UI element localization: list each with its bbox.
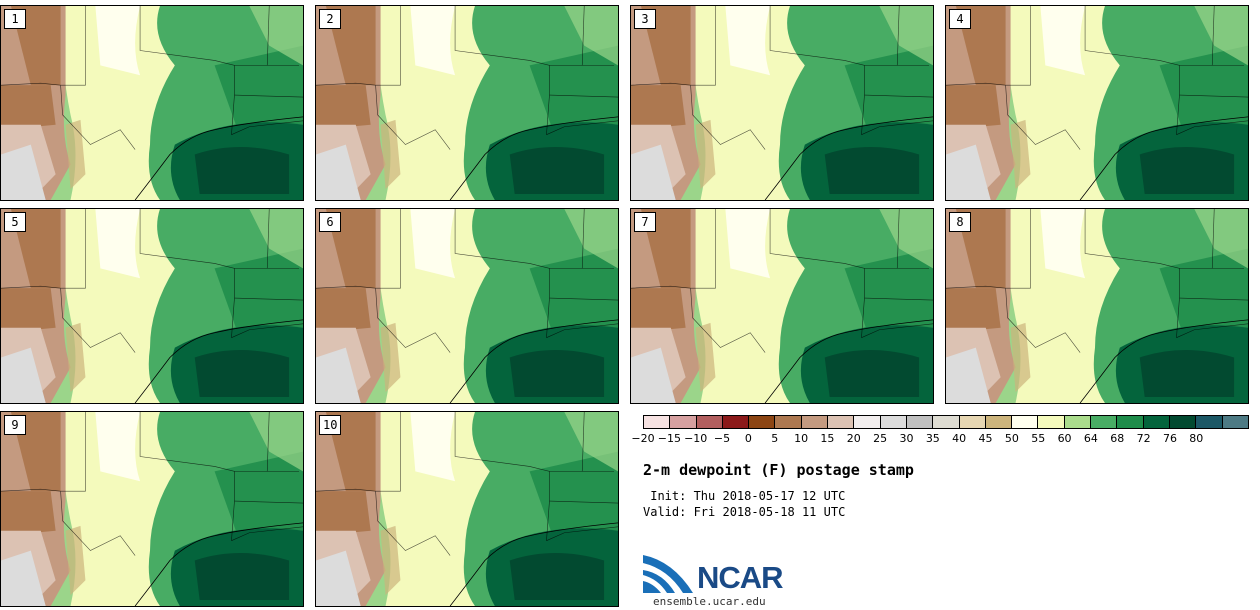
colorbar-segment: [933, 416, 960, 428]
colorbar-tick-label: −15: [657, 432, 681, 445]
init-time: Init: Thu 2018-05-17 12 UTC: [643, 489, 846, 503]
colorbar-tick-label: 80: [1189, 432, 1204, 445]
dewpoint-map: [946, 6, 1248, 200]
member-label: 4: [949, 9, 971, 29]
colorbar: [643, 415, 1249, 429]
colorbar-segment: [1196, 416, 1223, 428]
member-label: 10: [319, 415, 342, 435]
colorbar-segment: [880, 416, 907, 428]
member-panel-1: 1: [0, 5, 304, 201]
colorbar-segment: [722, 416, 750, 428]
colorbar-tick-label: −20: [631, 432, 655, 445]
member-label: 8: [949, 212, 971, 232]
colorbar-tick-label: 15: [820, 432, 835, 445]
colorbar-segment: [1117, 416, 1144, 428]
colorbar-ticks: −20 −15 −10 −5 0 5 10 15 20 25 30 35 40 45 50 55 60 64 68 7…: [631, 432, 1249, 448]
colorbar-segment: [906, 416, 934, 428]
member-panel-6: 6: [315, 208, 619, 404]
member-label: 5: [4, 212, 26, 232]
colorbar-tick-label: 55: [1031, 432, 1046, 445]
dewpoint-map: [631, 209, 933, 403]
colorbar-tick-label: 25: [873, 432, 888, 445]
dewpoint-map: [316, 209, 618, 403]
dewpoint-map: [1, 412, 303, 606]
valid-time: Valid: Fri 2018-05-18 11 UTC: [643, 505, 846, 519]
colorbar-tick-label: 0: [744, 432, 752, 445]
colorbar-segment: [749, 416, 776, 428]
dewpoint-map: [946, 209, 1248, 403]
colorbar-segment: [1091, 416, 1118, 428]
colorbar-segment: [1064, 416, 1092, 428]
member-panel-7: 7: [630, 208, 934, 404]
site-url[interactable]: ensemble.ucar.edu: [653, 595, 766, 608]
dewpoint-map: [1, 6, 303, 200]
member-label: 7: [634, 212, 656, 232]
colorbar-segment: [801, 416, 829, 428]
colorbar-segment: [985, 416, 1013, 428]
colorbar-segment: [696, 416, 723, 428]
colorbar-segment: [644, 416, 671, 428]
colorbar-tick-label: 45: [978, 432, 993, 445]
colorbar-tick-label: −10: [684, 432, 708, 445]
colorbar-tick-label: 72: [1136, 432, 1151, 445]
colorbar-segment: [854, 416, 881, 428]
member-panel-5: 5: [0, 208, 304, 404]
colorbar-segment: [670, 416, 697, 428]
colorbar-tick-label: 5: [771, 432, 779, 445]
colorbar-segment: [1038, 416, 1065, 428]
colorbar-segment: [775, 416, 802, 428]
dewpoint-map: [316, 6, 618, 200]
colorbar-tick-label: 35: [925, 432, 940, 445]
member-label: 3: [634, 9, 656, 29]
colorbar-tick-label: 60: [1057, 432, 1072, 445]
colorbar-tick-label: 20: [846, 432, 861, 445]
member-panel-9: 9: [0, 411, 304, 607]
colorbar-tick-label: 68: [1110, 432, 1125, 445]
member-label: 2: [319, 9, 341, 29]
dewpoint-map: [1, 209, 303, 403]
member-label: 9: [4, 415, 26, 435]
member-label: 1: [4, 9, 26, 29]
dewpoint-map: [631, 6, 933, 200]
colorbar-tick-label: −5: [713, 432, 731, 445]
colorbar-tick-label: 64: [1083, 432, 1098, 445]
colorbar-segment: [1222, 416, 1248, 428]
colorbar-tick-label: 10: [794, 432, 809, 445]
colorbar-tick-label: 50: [1004, 432, 1019, 445]
member-panel-10: 10: [315, 411, 619, 607]
member-label: 6: [319, 212, 341, 232]
colorbar-tick-label: 30: [899, 432, 914, 445]
member-panel-2: 2: [315, 5, 619, 201]
logo-text: NCAR: [697, 560, 784, 595]
colorbar-segment: [1012, 416, 1039, 428]
member-panel-3: 3: [630, 5, 934, 201]
colorbar-tick-label: 76: [1162, 432, 1177, 445]
colorbar-tick-label: 40: [952, 432, 967, 445]
member-panel-4: 4: [945, 5, 1249, 201]
colorbar-segment: [828, 416, 855, 428]
plot-title: 2-m dewpoint (F) postage stamp: [643, 461, 914, 479]
colorbar-segment: [959, 416, 986, 428]
colorbar-segment: [1169, 416, 1197, 428]
member-panel-8: 8: [945, 208, 1249, 404]
colorbar-segment: [1143, 416, 1170, 428]
ncar-logo-icon: [643, 555, 693, 593]
dewpoint-map: [316, 412, 618, 606]
